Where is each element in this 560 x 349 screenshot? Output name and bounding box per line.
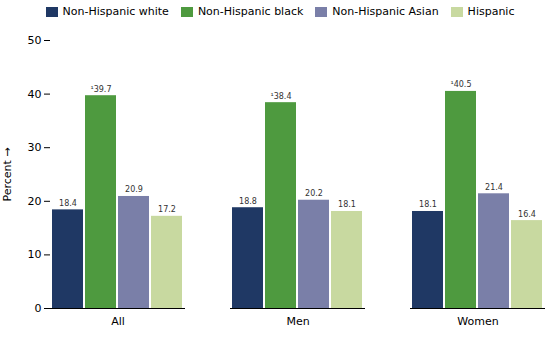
html-text:Hispanic: Hispanic: [467, 5, 515, 18]
svg-text:All: All: [111, 315, 125, 328]
html-text:Non-Hispanic white: Non-Hispanic white: [62, 5, 169, 18]
svg-text:18.1: 18.1: [338, 200, 356, 209]
svg-text:10: 10: [28, 248, 42, 261]
html-text:Non-Hispanic black: Non-Hispanic black: [197, 5, 304, 18]
svg-text:18.8: 18.8: [239, 197, 257, 206]
svg-text:40: 40: [28, 88, 42, 101]
svg-text:18.4: 18.4: [59, 199, 77, 208]
svg-text:¹40.5: ¹40.5: [450, 80, 471, 89]
svg-text:50: 50: [28, 34, 42, 47]
svg-text:Men: Men: [286, 315, 309, 328]
svg-text:16.4: 16.4: [518, 210, 536, 219]
html-text:Non-Hispanic Asian: Non-Hispanic Asian: [332, 5, 439, 18]
svg-text:Women: Women: [457, 315, 498, 328]
svg-text:0: 0: [35, 302, 42, 315]
svg-text:20.2: 20.2: [305, 189, 323, 198]
svg-text:18.1: 18.1: [419, 200, 437, 209]
svg-text:20.9: 20.9: [125, 185, 143, 194]
svg-text:Percent →: Percent →: [1, 147, 14, 201]
svg-text:30: 30: [28, 141, 42, 154]
svg-text:21.4: 21.4: [485, 183, 503, 192]
svg-text:20: 20: [28, 195, 42, 208]
svg-text:¹38.4: ¹38.4: [270, 92, 291, 101]
svg-text:17.2: 17.2: [158, 205, 176, 214]
svg-text:¹39.7: ¹39.7: [90, 85, 111, 94]
